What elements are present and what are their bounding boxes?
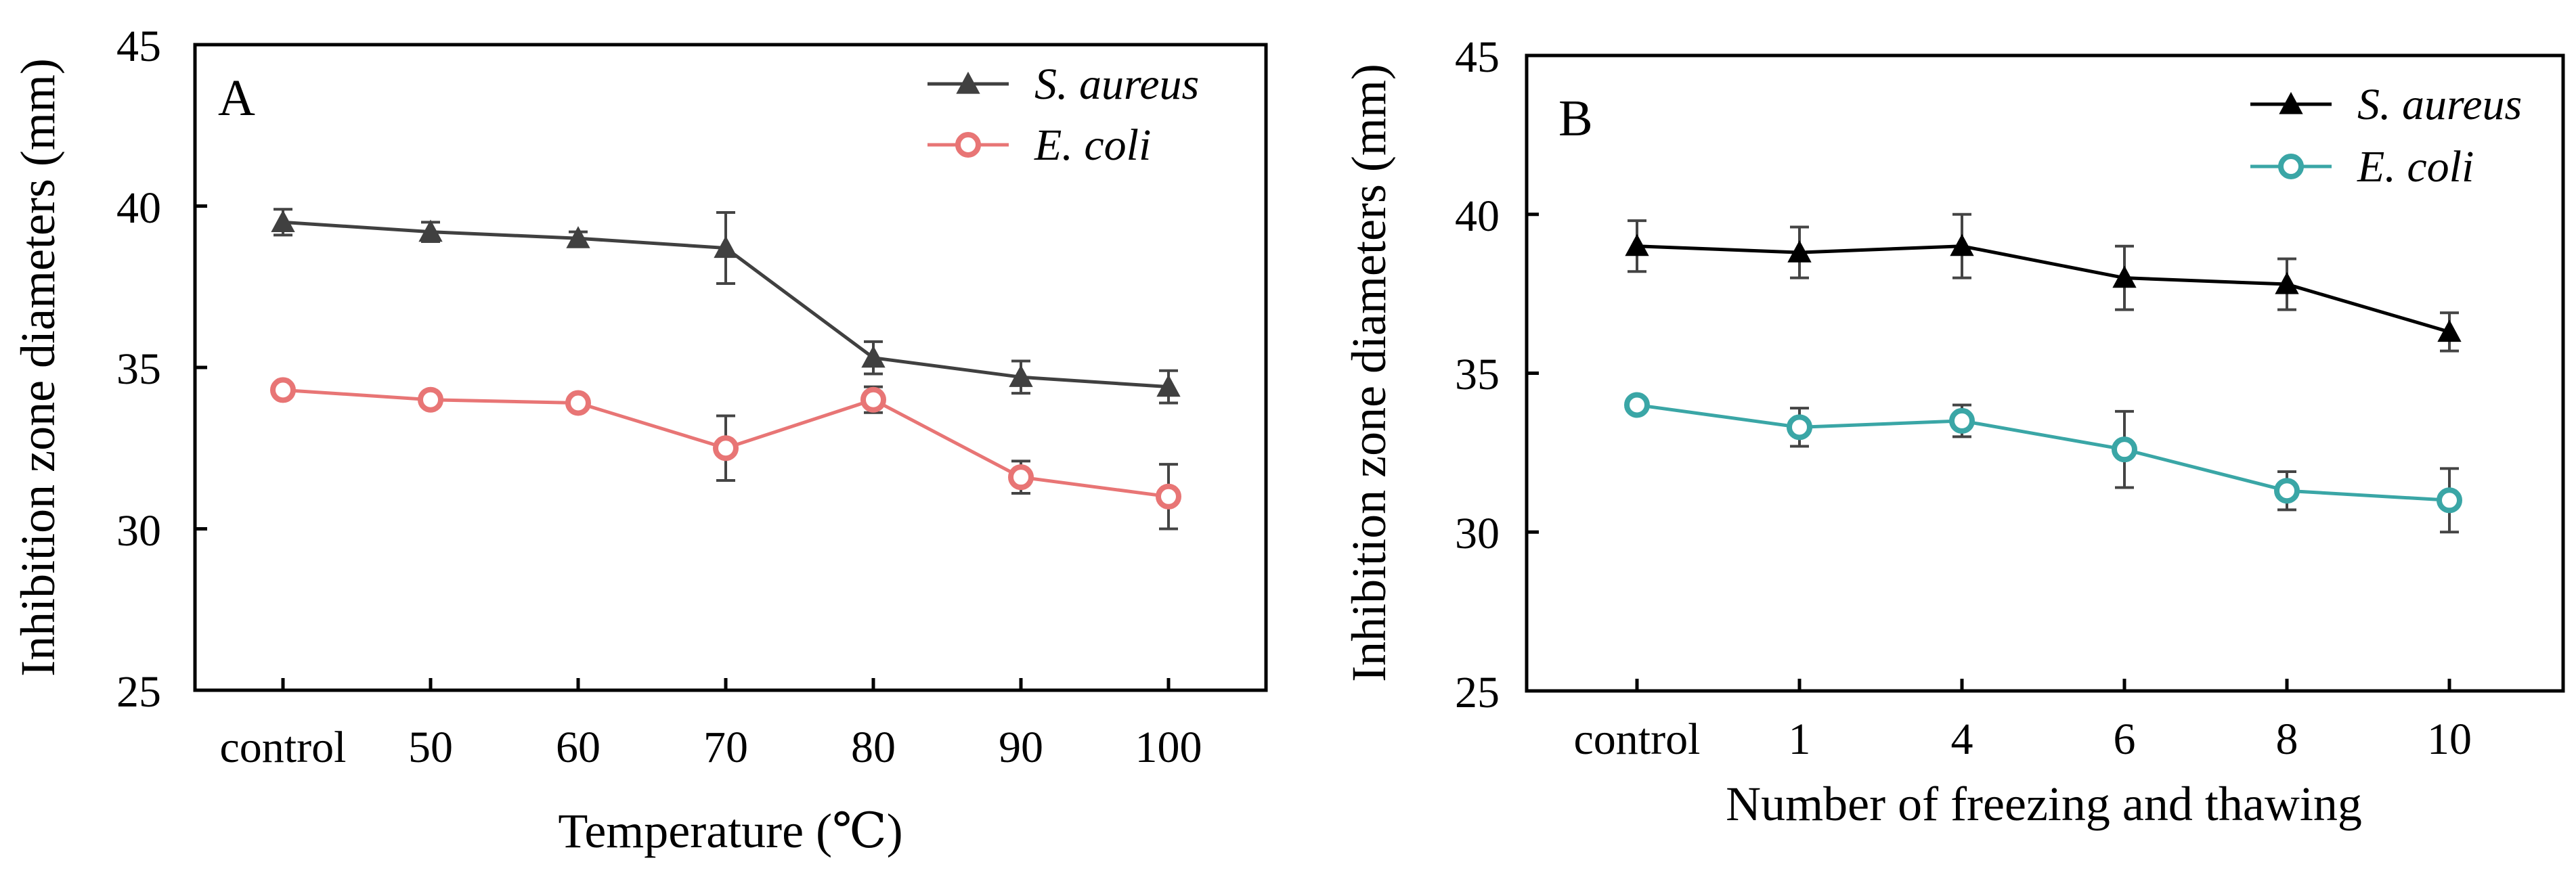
legend-marker xyxy=(955,132,981,158)
data-point xyxy=(270,377,296,403)
legend: S. aureus E. coli xyxy=(2250,80,2522,192)
data-point xyxy=(2437,487,2462,514)
legend-swatch-e-coli xyxy=(2250,154,2332,179)
y-tick-label: 40 xyxy=(1455,192,1500,241)
data-point xyxy=(1156,483,1181,510)
legend-swatch-s-aureus xyxy=(927,71,1009,94)
x-tick-label: 8 xyxy=(2276,715,2298,764)
series-s-aureus xyxy=(271,208,1181,405)
data-point xyxy=(566,226,590,248)
series-line xyxy=(1636,403,2450,502)
data-point xyxy=(1950,233,1974,256)
ticks xyxy=(1527,53,2451,693)
series-layer xyxy=(1624,212,2462,534)
series-e-coli xyxy=(270,377,1181,531)
data-point xyxy=(2437,319,2462,342)
data-point xyxy=(1008,464,1034,491)
data-point xyxy=(1625,233,1649,256)
data-point xyxy=(1156,374,1181,397)
data-point xyxy=(418,219,443,242)
legend-marker xyxy=(2279,91,2303,114)
legend-label-s-aureus: S. aureus xyxy=(2357,80,2522,129)
data-point xyxy=(2112,436,2137,463)
y-tick-labels: 25 30 35 40 45 xyxy=(1455,32,1500,717)
data-point xyxy=(860,386,886,413)
legend-swatch-s-aureus xyxy=(2250,91,2332,114)
legend: S. aureus E. coli xyxy=(927,60,1199,170)
data-point xyxy=(861,345,886,368)
y-tick-label: 30 xyxy=(1455,509,1500,558)
y-tick-label: 35 xyxy=(116,344,161,394)
panel-label: B xyxy=(1558,90,1593,147)
x-tick-labels: control 1 4 6 8 10 xyxy=(1574,715,2472,764)
data-point xyxy=(2112,265,2137,288)
x-tick-label: control xyxy=(220,723,347,772)
x-tick-label: 80 xyxy=(851,723,896,772)
ticks xyxy=(195,43,1171,692)
x-tick-label: 70 xyxy=(703,723,748,772)
series-s-aureus xyxy=(1625,212,2462,353)
x-tick-labels: control 50 60 70 80 90 100 xyxy=(220,723,1202,772)
data-point xyxy=(1009,365,1033,387)
legend-label-e-coli: E. coli xyxy=(1034,120,1151,170)
x-tick-label: control xyxy=(1574,715,1701,764)
panel-label: A xyxy=(218,70,255,127)
y-tick-label: 45 xyxy=(1455,32,1500,82)
data-point xyxy=(2275,271,2299,294)
y-tick-label: 25 xyxy=(1455,668,1500,717)
series-e-coli xyxy=(1624,392,2462,534)
x-tick-label: 50 xyxy=(408,723,453,772)
legend-label-e-coli: E. coli xyxy=(2357,142,2474,192)
data-point xyxy=(418,386,443,413)
x-tick-label: 100 xyxy=(1135,723,1202,772)
chart-panel-a: A Temperature (℃) Inhibition zone diamet… xyxy=(11,22,1268,858)
y-tick-label: 45 xyxy=(116,22,161,71)
y-axis-title: Inhibition zone diameters (mm) xyxy=(11,58,65,677)
data-point xyxy=(1787,414,1812,441)
legend-marker xyxy=(956,71,980,94)
y-tick-label: 25 xyxy=(116,667,161,717)
legend-swatch-e-coli xyxy=(927,132,1009,158)
chart-panel-b: B Number of freezing and thawing Inhibit… xyxy=(1342,32,2565,831)
x-axis-title: Number of freezing and thawing xyxy=(1726,777,2362,831)
data-point xyxy=(1624,392,1650,418)
y-tick-label: 30 xyxy=(116,506,161,556)
x-tick-label: 10 xyxy=(2427,715,2472,764)
x-tick-label: 4 xyxy=(1951,715,1973,764)
data-point xyxy=(714,235,738,258)
x-tick-label: 1 xyxy=(1789,715,1811,764)
y-tick-label: 40 xyxy=(116,183,161,233)
x-axis-title: Temperature (℃) xyxy=(558,804,902,858)
data-point xyxy=(2274,478,2300,504)
series-layer xyxy=(270,208,1181,531)
y-tick-label: 35 xyxy=(1455,350,1500,399)
x-tick-label: 6 xyxy=(2114,715,2136,764)
y-axis-title: Inhibition zone diameters (mm) xyxy=(1342,64,1396,682)
data-point xyxy=(1949,407,1975,434)
data-point xyxy=(271,210,295,232)
legend-label-s-aureus: S. aureus xyxy=(1034,60,1199,109)
legend-marker xyxy=(2278,154,2304,179)
y-tick-labels: 25 30 35 40 45 xyxy=(116,22,161,717)
series-line xyxy=(1636,244,2450,334)
data-point xyxy=(565,390,591,416)
x-tick-label: 90 xyxy=(999,723,1043,772)
data-point xyxy=(713,435,739,462)
data-point xyxy=(1787,240,1812,263)
x-tick-label: 60 xyxy=(556,723,601,772)
